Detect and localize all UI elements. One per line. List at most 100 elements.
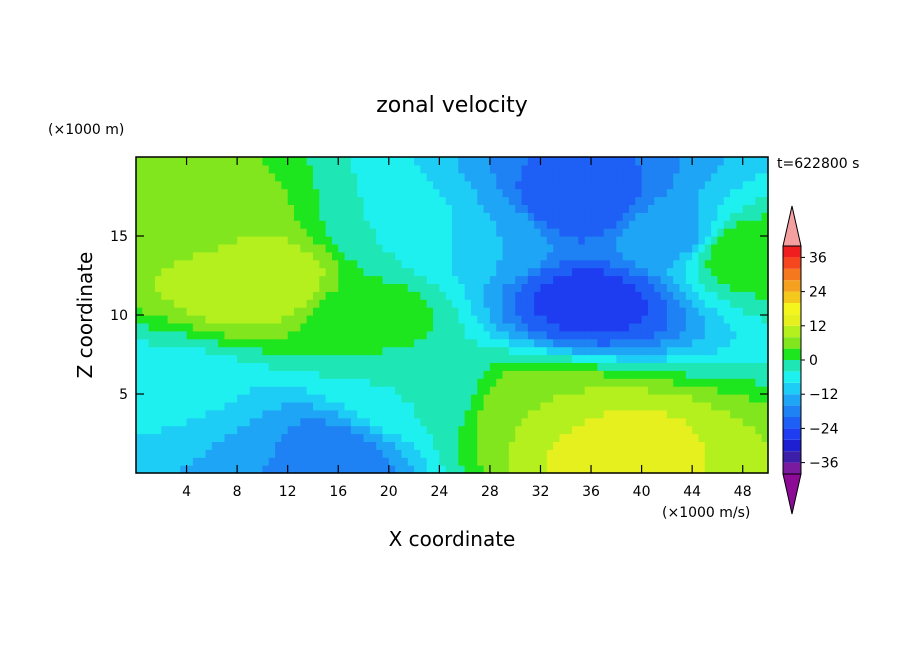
field-cell (312, 275, 320, 284)
field-cell (275, 338, 282, 348)
field-cell (388, 180, 396, 190)
field-cell (679, 401, 687, 411)
field-cell (433, 164, 440, 174)
field-cell (224, 243, 232, 253)
field-cell (300, 322, 308, 332)
field-cell (711, 322, 719, 332)
field-cell (540, 228, 548, 237)
field-cell (205, 291, 213, 300)
field-cell (711, 275, 719, 284)
field-cell (679, 212, 687, 221)
field-cell (591, 259, 598, 269)
field-cell (388, 157, 396, 166)
field-cell (262, 299, 270, 308)
field-cell (205, 307, 213, 316)
field-cell (350, 291, 358, 300)
field-cell (698, 267, 706, 277)
field-cell (376, 315, 384, 324)
field-cell (142, 220, 150, 229)
field-cell (344, 275, 352, 284)
field-cell (445, 157, 453, 166)
field-cell (717, 251, 725, 261)
field-cell (268, 362, 276, 371)
field-cell (673, 378, 681, 387)
field-cell (268, 220, 276, 229)
field-cell (237, 322, 245, 332)
field-cell (692, 338, 700, 348)
field-cell (610, 322, 617, 332)
field-cell (591, 188, 598, 198)
field-cell (584, 251, 592, 261)
field-cell (559, 449, 567, 458)
field-cell (363, 315, 371, 324)
field-cell (477, 378, 485, 387)
field-cell (698, 180, 706, 190)
field-cell (610, 299, 617, 308)
field-cell (401, 188, 409, 198)
field-cell (685, 172, 693, 182)
field-cell (591, 449, 598, 458)
field-cell (319, 378, 327, 387)
field-cell (382, 243, 390, 253)
field-cell (711, 386, 719, 395)
field-cell (199, 164, 207, 174)
field-cell (281, 354, 289, 363)
field-cell (262, 346, 270, 356)
field-cell (546, 449, 554, 458)
field-cell (622, 346, 630, 356)
field-cell (192, 394, 200, 403)
field-cell (268, 330, 276, 340)
field-cell (407, 299, 415, 308)
field-cell (319, 457, 327, 466)
field-cell (704, 346, 712, 356)
field-cell (363, 275, 371, 284)
field-cell (281, 291, 289, 300)
field-cell (679, 330, 687, 340)
field-cell (654, 457, 662, 466)
field-cell (414, 465, 421, 474)
field-cell (420, 251, 428, 261)
field-cell (287, 330, 295, 340)
field-cell (369, 417, 377, 427)
field-cell (546, 425, 554, 435)
colorbar-segment (783, 257, 801, 269)
field-cell (591, 315, 598, 324)
field-cell (742, 465, 750, 474)
field-cell (420, 457, 428, 466)
field-cell (489, 338, 497, 348)
field-cell (281, 196, 289, 205)
field-cell (534, 362, 542, 371)
field-cell (205, 212, 213, 221)
field-cell (395, 164, 403, 174)
field-cell (142, 243, 150, 253)
field-cell (477, 441, 485, 450)
field-cell (433, 433, 440, 442)
field-cell (610, 251, 617, 261)
field-cell (192, 180, 200, 190)
field-cell (452, 386, 459, 395)
field-cell (224, 401, 232, 411)
field-cell (249, 243, 257, 253)
field-cell (452, 441, 459, 450)
field-cell (350, 299, 358, 308)
field-cell (414, 346, 421, 356)
field-cell (148, 251, 156, 261)
field-cell (685, 346, 693, 356)
field-cell (420, 220, 428, 229)
field-cell (489, 433, 497, 442)
field-cell (192, 236, 200, 245)
field-cell (256, 283, 263, 292)
field-cell (319, 212, 327, 221)
field-cell (224, 315, 232, 324)
field-cell (704, 259, 712, 269)
field-cell (572, 243, 579, 253)
field-cell (426, 291, 434, 300)
field-cell (730, 354, 737, 363)
field-cell (508, 386, 516, 395)
field-cell (363, 196, 371, 205)
field-cell (154, 196, 162, 205)
field-cell (553, 251, 561, 261)
field-cell (230, 315, 238, 324)
field-cell (205, 346, 213, 356)
field-cell (357, 441, 365, 450)
